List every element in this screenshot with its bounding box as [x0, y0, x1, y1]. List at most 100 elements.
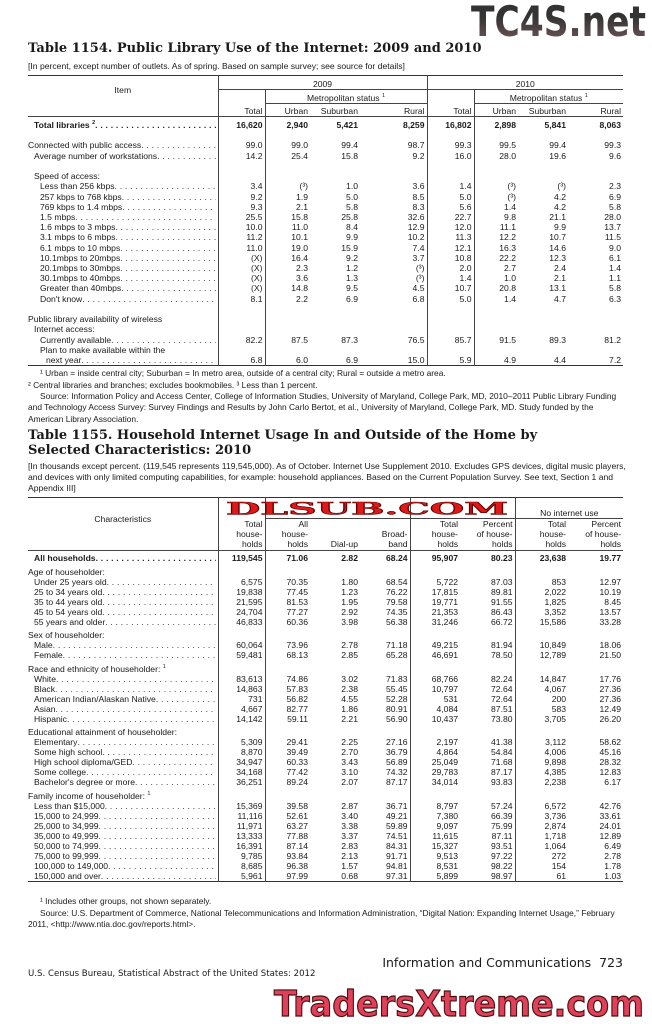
data-cell: 74.32: [360, 767, 411, 777]
table-row: Don't know8.1 2.2 6.96.85.0 1.4 4.7 6.3: [28, 293, 623, 304]
data-cell: 3,112: [545, 737, 567, 747]
data-cell: 1.4: [504, 201, 516, 212]
data-cell: 2.7: [504, 262, 516, 273]
data-cell: 77.27: [286, 606, 308, 617]
data-cell: 80.23: [460, 550, 516, 563]
data-cell: 59,481: [218, 650, 266, 660]
table-1155: Characteristics No internet use Total hou…: [28, 497, 624, 882]
row-label: 30.1mbps to 40mbps: [28, 272, 219, 284]
row-label: Currently available: [28, 334, 219, 345]
data-cell: 3,352: [544, 606, 567, 617]
data-cell: 73.80: [460, 713, 516, 724]
data-cell: 55.45: [360, 683, 411, 694]
data-cell: 4,084: [436, 703, 459, 714]
data-cell: 57.24: [460, 800, 516, 811]
data-cell: 9.2: [346, 252, 358, 263]
data-cell: 15,586: [539, 616, 567, 627]
column-header: Total house-holds: [431, 518, 459, 549]
row-label: 55 years and older: [28, 616, 219, 627]
row-label: Public library availability of wireless: [28, 314, 219, 325]
data-cell: 8,259: [360, 116, 428, 130]
row-label: 45 to 54 years old: [28, 606, 219, 617]
column-header: Total: [218, 103, 266, 117]
data-cell: 21,353: [431, 606, 459, 617]
data-cell: 82.24: [460, 673, 516, 684]
data-cell: 12.89: [599, 830, 622, 841]
data-cell: 4,006: [544, 747, 567, 757]
data-cell: 34,947: [218, 757, 266, 767]
table-row: 30.1mbps to 40mbps(X) 3.6 1.3(³)1.4 1.0 2.1 1…: [28, 272, 623, 284]
data-cell: 3.4: [218, 181, 266, 192]
data-cell: 2.3: [296, 262, 308, 273]
data-cell: 9,785: [218, 850, 266, 861]
data-cell: 16.0: [427, 150, 475, 161]
data-cell: 2,940: [286, 119, 308, 130]
data-cell: 98.7: [360, 140, 428, 151]
data-cell: 9.6: [609, 150, 621, 161]
row-label: Elementary: [28, 737, 219, 747]
data-cell: 11,971: [218, 820, 266, 831]
spacer-row: [28, 563, 623, 567]
data-cell: 2,874: [544, 820, 567, 831]
running-footer: Information and Communications 723: [382, 955, 623, 970]
data-cell: 19.77: [599, 553, 622, 563]
data-cell: 2.4: [554, 262, 566, 273]
column-header: Dial-up: [330, 538, 358, 549]
spacer-row: [28, 160, 623, 172]
group-heading-row: Public library availability of wireless: [28, 314, 623, 325]
data-cell: 27.16: [360, 737, 411, 747]
data-cell: 11.1: [499, 222, 516, 233]
data-cell: 7.4: [360, 242, 428, 253]
data-cell: 89.81: [460, 586, 516, 597]
data-cell: 93.84: [286, 850, 308, 861]
row-label: Educational attainment of householder:: [28, 727, 219, 737]
data-cell: 3.10: [341, 767, 358, 777]
data-cell: 61: [556, 870, 567, 881]
data-cell: 8,797: [436, 800, 459, 811]
table-1155-source: Source: U.S. Department of Commerce, Nat…: [28, 908, 615, 930]
data-cell: 8.45: [604, 596, 622, 607]
data-cell: 15.8: [341, 150, 358, 161]
data-cell: 2.2: [296, 293, 308, 304]
data-cell: 1,064: [544, 840, 567, 851]
column-header: Total house-holds: [218, 518, 266, 550]
data-cell: 6.9: [346, 293, 358, 304]
data-cell: 80.91: [360, 703, 411, 714]
data-cell: 2.38: [341, 683, 358, 694]
data-cell: (³): [557, 181, 566, 192]
data-cell: 96.38: [286, 860, 308, 871]
row-label: next year: [28, 354, 219, 366]
data-cell: 3.02: [341, 673, 358, 684]
table-row: 20.1mbps to 30mbps(X) 2.3 1.2(³)2.0 2.7 2.4 1…: [28, 262, 623, 273]
row-label: 25 to 34 years old: [28, 586, 219, 597]
group-heading-row: Family income of householder: 1: [28, 790, 623, 801]
data-cell: 13.7: [604, 222, 621, 233]
group-heading-row: Sex of householder:: [28, 630, 623, 640]
row-label: Race and ethnicity of householder: 1: [28, 663, 219, 674]
data-cell: 531: [443, 693, 459, 704]
row-label: 10.1mbps to 20mbps: [28, 252, 219, 263]
data-cell: 82.2: [218, 334, 266, 345]
data-cell: 59.89: [360, 820, 411, 831]
data-cell: 7,380: [436, 810, 459, 821]
column-header: Percent of house-holds: [460, 518, 516, 550]
data-cell: 71.18: [360, 640, 411, 650]
data-cell: 1.9: [296, 191, 308, 202]
data-cell: 28.0: [604, 212, 621, 222]
data-cell: 97.22: [460, 850, 516, 861]
data-cell: 1.4: [427, 272, 475, 284]
spacer-row: [28, 626, 623, 630]
data-cell: 17,815: [431, 586, 459, 597]
row-label: American Indian/Alaskan Native: [28, 693, 219, 704]
data-cell: 19,771: [431, 596, 459, 607]
data-cell: 3.6: [360, 181, 428, 192]
row-label: High school diploma/GED: [28, 757, 219, 767]
data-cell: 74.86: [286, 673, 308, 684]
data-cell: 2.25: [341, 737, 358, 747]
table-1155-title-line-1: Table 1155. Household Internet Usage In …: [28, 428, 538, 443]
data-cell: 14,863: [218, 683, 266, 694]
